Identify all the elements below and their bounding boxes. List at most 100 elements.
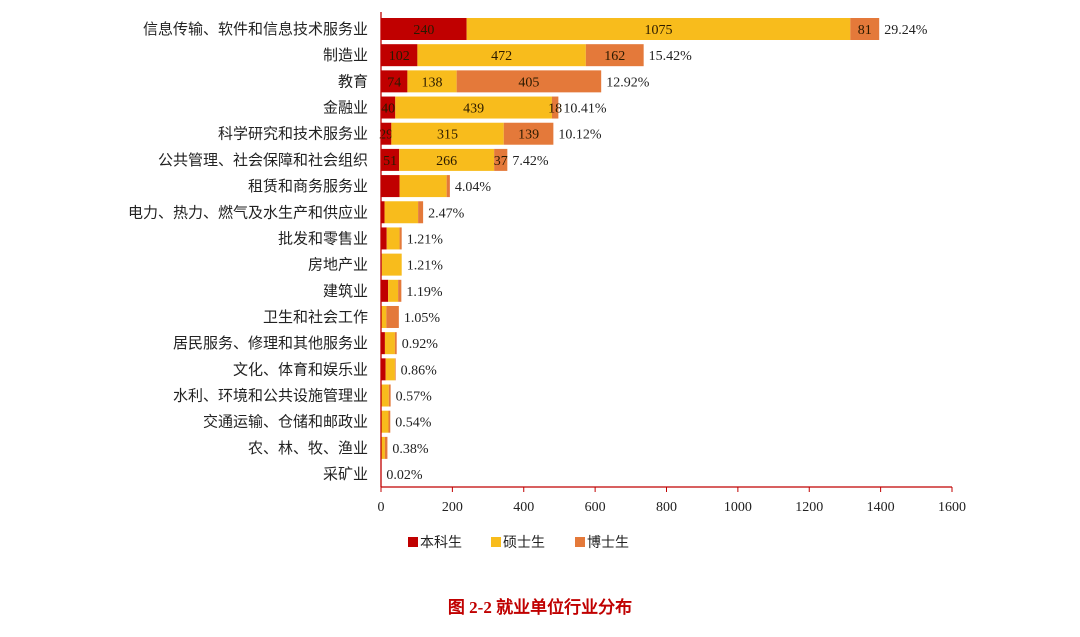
bar-segment-博士生	[384, 436, 388, 459]
percent-label: 29.24%	[884, 23, 928, 38]
x-tick-label: 800	[656, 500, 677, 515]
category-label: 房地产业	[308, 257, 368, 274]
percent-label: 10.12%	[558, 128, 602, 143]
percent-label: 0.86%	[401, 363, 438, 378]
bar-segment-本科生	[381, 358, 386, 381]
bar-segment-硕士生	[381, 436, 385, 459]
category-label: 科学研究和技术服务业	[218, 126, 368, 143]
percent-label: 2.47%	[428, 206, 465, 221]
segment-value-label: 240	[413, 23, 434, 38]
x-tick-label: 1200	[795, 500, 823, 515]
x-tick-label: 1600	[938, 500, 966, 515]
percent-label: 0.02%	[386, 468, 423, 483]
bar-segment-硕士生	[391, 122, 504, 145]
category-label: 信息传输、软件和信息技术服务业	[143, 21, 368, 38]
legend-swatch	[575, 537, 585, 547]
bar-segment-硕士生	[384, 201, 419, 224]
bar-segment-硕士生	[384, 332, 395, 355]
percent-label: 7.42%	[512, 154, 549, 169]
bar-segment-硕士生	[381, 253, 402, 276]
segment-value-label: 1075	[644, 23, 672, 38]
bar-segment-本科生	[381, 70, 408, 93]
category-label: 采矿业	[323, 466, 368, 483]
bar-segment-硕士生	[417, 44, 586, 67]
category-label: 卫生和社会工作	[263, 309, 368, 326]
category-label: 批发和零售业	[278, 230, 368, 247]
bar-segment-本科生	[381, 122, 392, 145]
bar-segment-本科生	[381, 201, 385, 224]
bar-segment-博士生	[394, 332, 397, 355]
bar-segment-硕士生	[381, 410, 389, 433]
segment-value-label: 74	[387, 75, 401, 90]
segment-value-label: 29	[379, 128, 393, 143]
legend-label: 硕士生	[503, 535, 545, 551]
percent-label: 1.19%	[406, 285, 443, 300]
category-label: 教育	[338, 73, 368, 90]
bar-segment-硕士生	[381, 384, 389, 407]
percent-label: 4.04%	[455, 180, 492, 195]
percent-label: 0.54%	[395, 416, 432, 431]
legend-swatch	[408, 537, 418, 547]
legend-label: 博士生	[587, 534, 629, 551]
x-tick-label: 200	[442, 500, 463, 515]
bar-segment-硕士生	[399, 148, 495, 171]
bar-segment-博士生	[418, 201, 424, 224]
percent-label: 1.21%	[407, 232, 444, 247]
segment-value-label: 51	[383, 154, 397, 169]
segment-value-label: 472	[491, 49, 512, 64]
legend-label: 本科生	[420, 535, 462, 551]
percent-label: 1.21%	[407, 259, 444, 274]
percent-label: 0.38%	[392, 442, 429, 457]
bar-segment-博士生	[494, 148, 508, 171]
category-label: 电力、热力、燃气及水生产和供应业	[128, 203, 368, 221]
x-tick-label: 1000	[724, 500, 752, 515]
segment-value-label: 266	[436, 154, 457, 169]
bar-segment-博士生	[394, 358, 396, 381]
bar-segment-博士生	[398, 279, 402, 302]
percent-label: 12.92%	[606, 75, 650, 90]
segment-value-label: 405	[518, 75, 539, 90]
segment-value-label: 315	[437, 128, 458, 143]
x-tick-label: 600	[585, 500, 606, 515]
bar-segment-博士生	[388, 410, 391, 433]
legend-swatch	[491, 537, 501, 547]
category-label: 居民服务、修理和其他服务业	[173, 335, 368, 352]
percent-label: 0.92%	[402, 337, 439, 352]
category-label: 交通运输、仓储和邮政业	[203, 413, 368, 431]
segment-value-label: 139	[518, 128, 539, 143]
segment-value-label: 40	[381, 102, 395, 117]
segment-value-label: 37	[494, 154, 508, 169]
segment-value-label: 18	[548, 102, 562, 117]
bar-segment-博士生	[503, 122, 554, 145]
category-label: 制造业	[323, 47, 368, 64]
legend: 本科生 硕士生 博士生	[408, 534, 629, 551]
percent-label: 15.42%	[649, 49, 693, 64]
bar-segment-硕士生	[466, 18, 851, 40]
percent-label: 10.41%	[563, 102, 607, 117]
percent-label: 1.05%	[404, 311, 441, 326]
segment-value-label: 81	[858, 23, 872, 38]
bar-segment-博士生	[388, 384, 391, 407]
bar-segment-本科生	[381, 148, 400, 171]
bar-segment-硕士生	[407, 70, 457, 93]
category-label: 农、林、牧、渔业	[248, 440, 368, 457]
bar-segment-本科生	[381, 18, 467, 40]
bar-segment-硕士生	[381, 305, 387, 328]
bar-segment-博士生	[850, 18, 880, 40]
category-label: 租赁和商务服务业	[248, 178, 368, 195]
category-label: 水利、环境和公共设施管理业	[173, 387, 368, 405]
bar-segment-本科生	[381, 175, 400, 198]
bar-segment-本科生	[381, 279, 389, 302]
bar-segment-本科生	[381, 96, 396, 119]
category-label: 金融业	[323, 100, 368, 117]
bar-segment-硕士生	[385, 358, 395, 381]
percent-label: 0.57%	[396, 390, 433, 405]
bar-segment-博士生	[399, 227, 402, 250]
bar-segment-本科生	[381, 44, 418, 67]
segment-value-label: 439	[463, 102, 484, 117]
bar-segment-博士生	[386, 305, 399, 328]
category-label: 公共管理、社会保障和社会组织	[158, 151, 368, 169]
category-label: 建筑业	[323, 283, 368, 300]
bar-segment-硕士生	[386, 227, 400, 250]
